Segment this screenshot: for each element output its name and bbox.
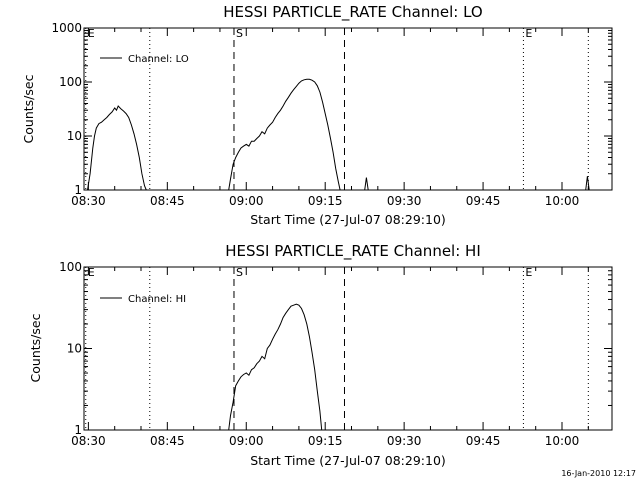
x-tick-label: 08:45	[150, 194, 185, 208]
chart-title: HESSI PARTICLE_RATE Channel: LO	[223, 3, 482, 22]
y-tick-label: 1	[74, 423, 82, 437]
plot-frame	[83, 27, 613, 191]
x-tick-label: 10:00	[545, 434, 580, 448]
series-lines	[228, 303, 323, 431]
marker-label: E	[88, 27, 95, 40]
x-tick-label: 08:30	[71, 434, 106, 448]
series-line	[228, 303, 323, 431]
legend-label: Channel: LO	[128, 54, 189, 65]
y-axis-ticks: 1 10 100	[59, 260, 612, 437]
footer-timestamp: 16-Jan-2010 12:17	[561, 469, 636, 478]
y-axis-label: Counts/sec	[28, 313, 43, 382]
legend-label: Channel: HI	[128, 294, 186, 305]
marker-label: E	[525, 266, 532, 279]
x-tick-label: 09:15	[308, 434, 343, 448]
marker-label: E	[88, 266, 95, 279]
series-line	[87, 105, 147, 191]
y-tick-label: 10	[67, 129, 82, 143]
chart-title: HESSI PARTICLE_RATE Channel: HI	[225, 242, 481, 261]
x-tick-label: 09:45	[466, 194, 501, 208]
x-tick-label: 08:30	[71, 194, 106, 208]
x-tick-label: 09:30	[387, 194, 422, 208]
y-tick-label: 100	[59, 75, 82, 89]
y-axis-ticks: 1 10 100 1000	[51, 21, 612, 197]
x-tick-label: 09:00	[229, 194, 264, 208]
series-line	[228, 78, 341, 191]
marker-label: S	[236, 27, 243, 40]
marker-label: E	[525, 27, 532, 40]
series-lines	[87, 78, 590, 191]
x-tick-label: 09:00	[229, 434, 264, 448]
marker-label: S	[236, 266, 243, 279]
y-tick-label: 1000	[51, 21, 82, 35]
y-axis-label: Counts/sec	[21, 74, 36, 143]
x-tick-label: 09:30	[387, 434, 422, 448]
x-tick-label: 09:15	[308, 194, 343, 208]
x-axis-label: Start Time (27-Jul-07 08:29:10)	[250, 453, 446, 468]
x-tick-label: 10:00	[545, 194, 580, 208]
series-line	[585, 176, 590, 191]
x-axis-ticks: 08:30 08:45 09:00 09:15 09:30 09:45 10:00	[71, 267, 589, 448]
y-tick-label: 1	[74, 183, 82, 197]
y-tick-label: 10	[67, 342, 82, 356]
y-tick-label: 100	[59, 260, 82, 274]
series-line	[364, 177, 369, 191]
x-axis-ticks: 08:30 08:45 09:00 09:15 09:30 09:45 10:00	[71, 28, 589, 208]
x-tick-label: 09:45	[466, 434, 501, 448]
x-axis-label: Start Time (27-Jul-07 08:29:10)	[250, 212, 446, 227]
x-tick-label: 08:45	[150, 434, 185, 448]
